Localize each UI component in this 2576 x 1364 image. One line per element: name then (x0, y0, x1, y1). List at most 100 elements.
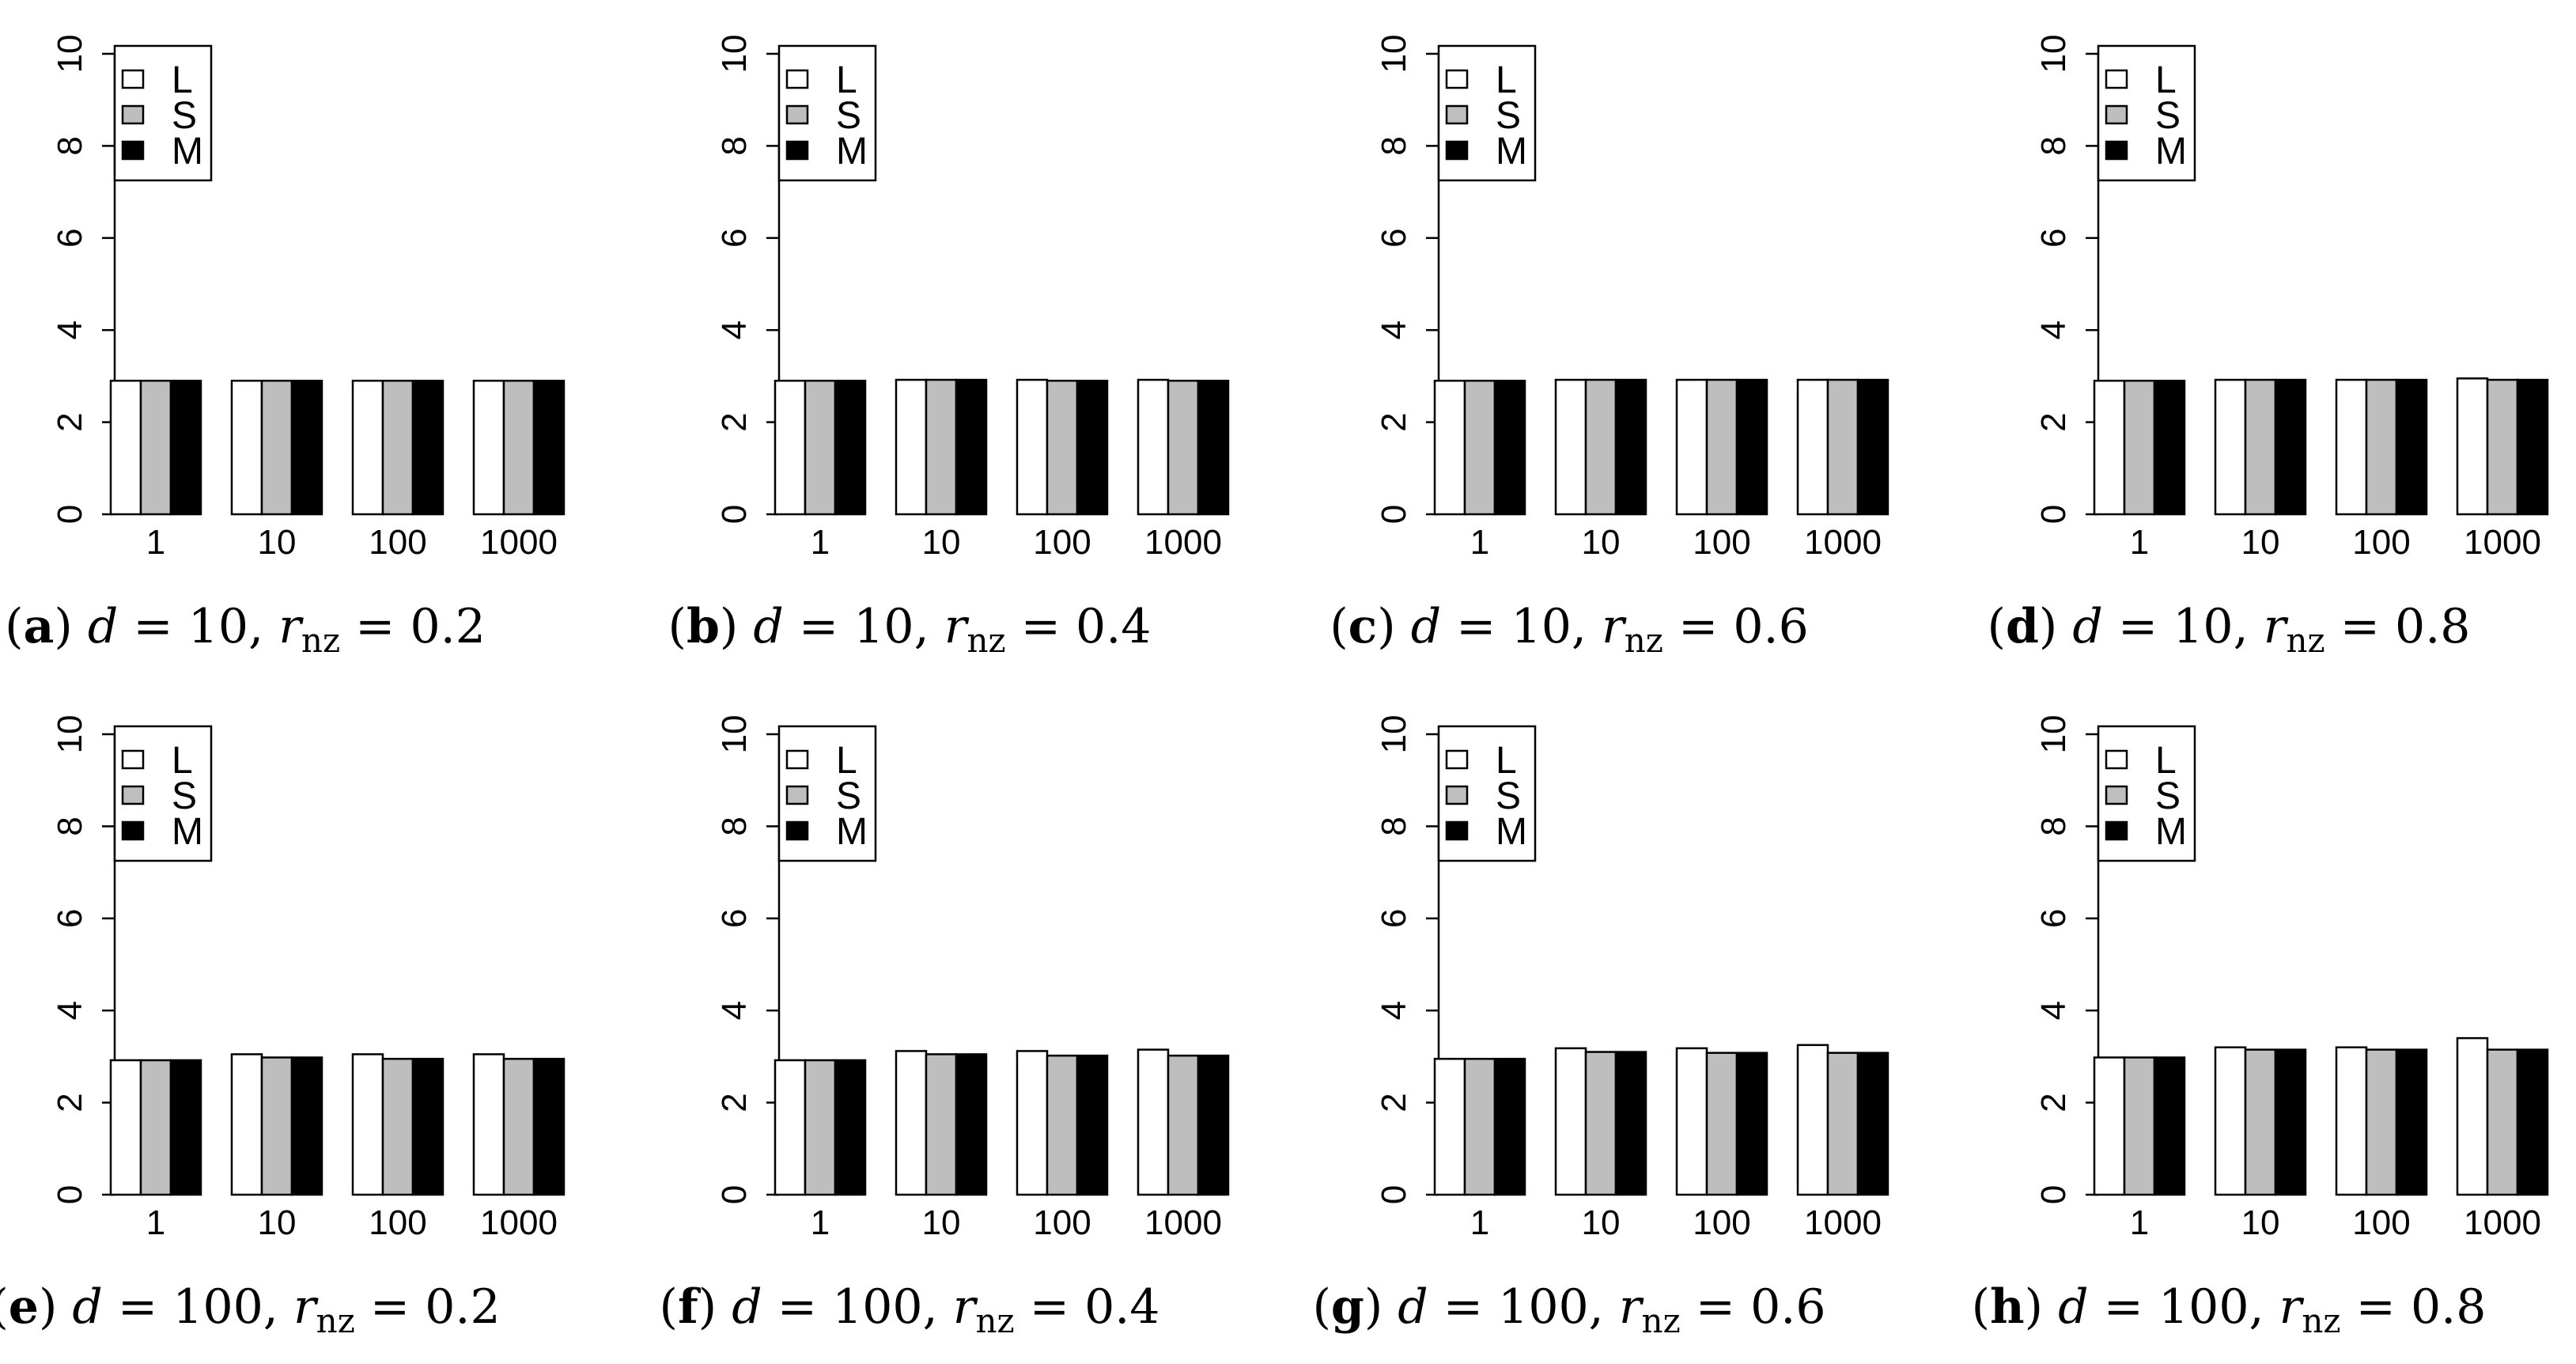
bar-S-100 (1705, 1051, 1738, 1196)
caption-equals: = (2325, 599, 2395, 654)
x-tick-label: 10 (258, 523, 297, 562)
bar-S-1000 (2486, 378, 2519, 516)
caption-rnz-value: 0.4 (1076, 599, 1151, 654)
caption-comma: , (263, 1279, 293, 1335)
y-tick-label: 4 (51, 320, 89, 339)
legend-swatch-S (1445, 104, 1469, 125)
panel-caption: (h) d = 100, rnz = 0.8 (1972, 1279, 2487, 1340)
bar-L-1000 (1796, 1044, 1829, 1196)
caption-d-symbol: d (88, 599, 118, 654)
x-tick-label: 10 (258, 1203, 297, 1242)
legend-swatch-L (785, 749, 809, 770)
caption-r-subscript: nz (966, 621, 1005, 660)
legend: LSM (2097, 44, 2196, 182)
caption-d-value: 10 (2173, 599, 2233, 654)
y-tick-label: 0 (1375, 1185, 1413, 1204)
panel-g: 0 2 4 6 8 10 1 10 100 1000 LSM (g) d = 100, rnz = 0… (1312, 715, 1889, 1340)
bar-L-1 (1433, 1058, 1466, 1196)
caption-rnz-value: 0.8 (2411, 1279, 2486, 1335)
x-tick-label: 1000 (2464, 523, 2541, 562)
y-tick-label: 0 (1375, 505, 1413, 524)
caption-r-subscript: nz (2286, 621, 2324, 660)
caption-r-symbol: r (2264, 599, 2289, 654)
bar-L-100 (2335, 1046, 2368, 1196)
y-tick-label: 8 (51, 817, 89, 835)
bar-M-100 (2395, 378, 2428, 516)
caption-equals: = (103, 1279, 172, 1335)
bar-M-10 (955, 1053, 988, 1196)
caption-panel-id: h (1990, 1279, 2025, 1335)
bar-M-1000 (532, 1058, 566, 1196)
caption-r-symbol: r (278, 599, 304, 654)
legend-swatch-L (121, 69, 145, 89)
bar-L-1000 (1137, 1048, 1170, 1196)
x-tick-label: 10 (922, 523, 961, 562)
bar-S-10 (925, 1053, 958, 1196)
caption-rnz-value: 0.6 (1750, 1279, 1825, 1335)
y-tick-label: 8 (715, 136, 754, 155)
caption-panel-id: g (1331, 1279, 1364, 1335)
bar-M-1 (834, 379, 867, 516)
bar-L-10 (230, 1053, 263, 1196)
caption-panel-id: d (2006, 599, 2039, 654)
legend-label-M: M (172, 811, 203, 853)
bar-L-10 (2214, 378, 2247, 516)
legend-label-M: M (836, 131, 868, 172)
caption-d-symbol: d (2072, 599, 2102, 654)
y-tick-label: 4 (715, 320, 754, 339)
x-tick-label: 100 (2352, 523, 2410, 562)
y-tick-label: 0 (51, 505, 89, 524)
bar-S-1 (139, 379, 172, 516)
bar-S-1000 (1167, 1054, 1200, 1196)
caption-d-value: 100 (832, 1279, 923, 1335)
y-tick-label: 6 (1375, 229, 1413, 248)
x-tick-label: 1 (146, 523, 165, 562)
legend-label-M: M (2155, 811, 2187, 853)
panel-caption: (d) d = 10, rnz = 0.8 (1988, 599, 2471, 660)
caption-equals: = (1681, 1279, 1750, 1335)
bar-M-100 (1076, 379, 1109, 516)
legend-swatch-L (1445, 69, 1469, 89)
caption-r-symbol: r (2279, 1279, 2305, 1335)
bar-M-100 (411, 379, 444, 516)
caption-r-subscript: nz (2302, 1301, 2340, 1340)
x-tick-label: 1 (811, 523, 830, 562)
bar-M-10 (1614, 378, 1647, 516)
bar-S-1 (1463, 379, 1496, 516)
legend-swatch-M (121, 140, 145, 161)
bar-L-1000 (2456, 1036, 2489, 1196)
legend-label-M: M (172, 131, 203, 172)
x-tick-label: 10 (1582, 1203, 1621, 1242)
legend-swatch-M (121, 820, 145, 841)
caption-paren: ) (2025, 1279, 2058, 1335)
bar-L-1000 (2456, 377, 2489, 516)
x-tick-label: 10 (1582, 523, 1621, 562)
y-tick-label: 4 (1375, 320, 1413, 339)
x-tick-label: 100 (2352, 1203, 2410, 1242)
caption-panel-id: c (1349, 599, 1378, 654)
y-tick-label: 0 (2034, 1185, 2073, 1204)
legend: LSM (777, 44, 877, 182)
y-tick-label: 10 (51, 715, 89, 754)
caption-paren: ) (39, 1279, 72, 1335)
caption-paren: ( (1972, 1279, 1990, 1335)
legend-label-M: M (1496, 131, 1527, 172)
panel-h: 0 2 4 6 8 10 1 10 100 1000 LSM (h) d = 100, rnz = 0… (1972, 715, 2549, 1340)
bar-L-100 (351, 379, 384, 516)
x-tick-label: 100 (1033, 1203, 1091, 1242)
y-tick-label: 2 (51, 412, 89, 431)
y-tick-label: 0 (715, 1185, 754, 1204)
caption-equals: = (762, 1279, 832, 1335)
legend-swatch-M (1445, 140, 1469, 161)
x-tick-label: 1 (811, 1203, 830, 1242)
y-tick-label: 10 (2034, 715, 2073, 754)
bar-M-1 (2153, 1056, 2186, 1196)
caption-equals: = (2089, 1279, 2158, 1335)
caption-paren: ( (668, 599, 687, 654)
bar-M-1 (1493, 379, 1526, 516)
panel-caption: (f) d = 100, rnz = 0.4 (660, 1279, 1160, 1340)
caption-comma: , (914, 599, 944, 654)
panel-f: 0 2 4 6 8 10 1 10 100 1000 LSM (f) d = 100, rnz = 0… (660, 715, 1230, 1340)
caption-d-value: 10 (853, 599, 914, 654)
x-tick-label: 1 (2130, 523, 2149, 562)
